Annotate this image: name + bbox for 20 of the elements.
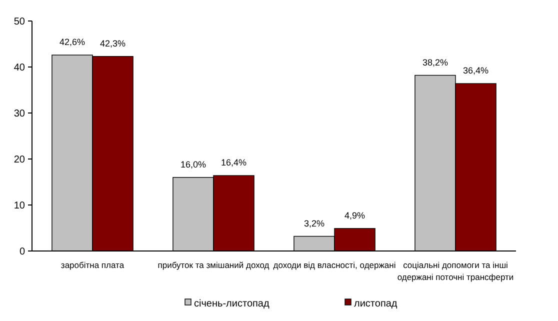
x-tick-label: соціальні допомоги та інші одержані поточні трансферти [397,260,514,282]
data-label: 16,4% [221,158,247,168]
data-label: 4,9% [344,210,366,220]
legend-label: листопад [354,298,398,310]
x-tick-label: заробітна плата [60,260,124,270]
x-tick-label: доходи від власності, одержані [273,260,396,270]
y-tick-label: 50 [14,16,26,28]
y-tick-label: 40 [14,62,26,74]
legend-label: січень-листопад [194,298,270,310]
data-label: 36,4% [463,66,489,76]
data-label: 3,2% [304,218,324,228]
y-tick-label: 0 [19,246,26,258]
data-label: 42,3% [100,38,126,48]
data-label: 16,0% [180,159,206,170]
data-label: 42,6% [59,37,85,48]
y-tick-label: 10 [14,200,26,212]
y-tick-label: 20 [14,154,26,166]
data-label: 38,2% [422,57,448,68]
x-tick-label: прибуток та змішаний доход [158,260,270,270]
y-tick-label: 30 [14,108,26,120]
